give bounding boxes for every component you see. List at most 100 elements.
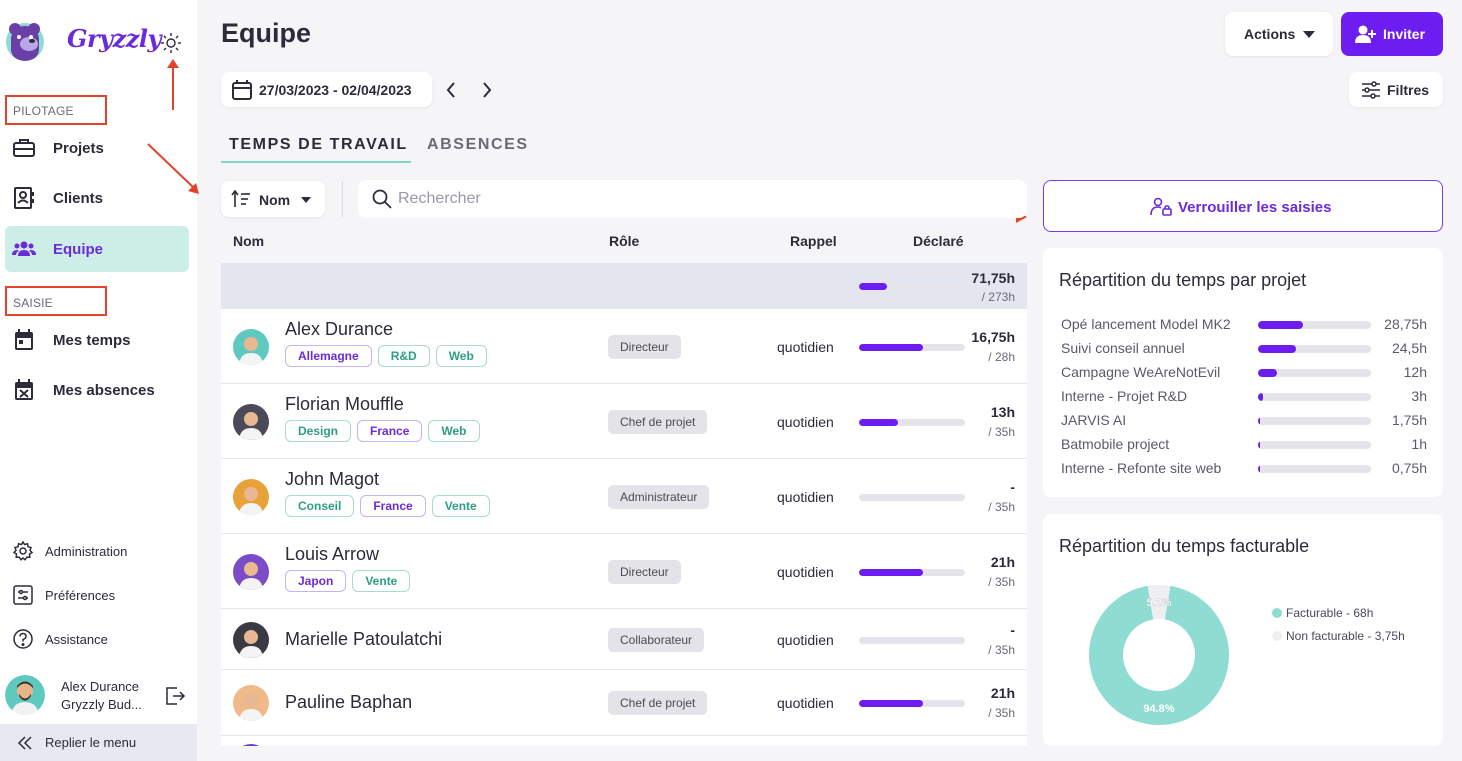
role-badge: Chef de projet [608,409,708,434]
sidebar-item-label: Mes absences [53,381,155,399]
total-expected: / 273h [981,290,1015,304]
bear-logo-icon[interactable] [5,20,45,62]
tag[interactable]: Allemagne [285,345,372,367]
project-name: Opé lancement Model MK2 [1061,316,1231,332]
sidebar-item-mes-temps[interactable]: Mes temps [5,317,189,363]
lock-entries-button[interactable]: Verrouiller les saisies [1043,180,1443,232]
table-row[interactable]: Florian Mouffle Design France Web Chef de pr… [221,384,1027,459]
progress-fill [1258,393,1263,401]
project-row: JARVIS AI 1,75h [1061,412,1427,430]
collapse-menu-button[interactable]: Replier le menu [0,724,197,761]
declared-hours: - [1010,621,1015,638]
chevron-down-icon [1303,31,1315,38]
sidebar-item-mes-absences[interactable]: Mes absences [5,367,189,413]
projects-card: Répartition du temps par projet Opé lanc… [1043,248,1443,497]
sidebar-item-equipe[interactable]: Equipe [5,226,189,272]
tab-absences[interactable]: ABSENCES [427,136,529,153]
person-name[interactable]: John Magot [285,469,380,489]
reminder-frequency[interactable]: quotidien [777,338,834,355]
project-row: Campagne WeAreNotEvil 12h [1061,364,1427,382]
role-badge: Chef de projet [608,691,708,715]
actions-button[interactable]: Actions [1225,12,1333,56]
progress-fill [1258,345,1297,353]
column-header-role[interactable]: Rôle [609,233,640,249]
annotation-box-pilotage [5,95,107,125]
person-name[interactable]: Pauline Baphan [285,692,413,712]
tag[interactable]: Conseil [285,495,355,517]
annotation-arrow-diagonal [147,143,199,194]
tag[interactable]: France [357,420,423,442]
billable-donut-chart: 5.2% 94.8% [1089,585,1229,725]
person-name[interactable]: Florian Mouffle [285,394,404,414]
project-progress-bar [1258,345,1371,353]
user-profile[interactable]: Alex Durance Gryzzly Bud... [5,675,195,717]
project-name: Batmobile project [1061,436,1170,452]
logout-icon[interactable] [163,684,187,708]
reminder-frequency[interactable]: quotidien [777,413,834,430]
role-badge: Administrateur [608,484,710,509]
reminder-frequency[interactable]: quotidien [777,631,834,648]
tag[interactable]: Japon [285,570,347,592]
declared-hours: - [1010,478,1015,495]
sidebar-item-projets[interactable]: Projets [5,125,189,171]
sidebar-item-label: Administration [45,543,128,559]
expected-hours: / 35h [988,574,1015,589]
logo-row: Gryzzly [5,20,195,64]
pie-slice-facturable[interactable] [1089,585,1229,725]
divider [342,181,343,217]
tag[interactable]: Design [285,420,352,442]
reminder-frequency[interactable]: quotidien [777,563,834,580]
sidebar-item-preferences[interactable]: Préférences [12,583,115,607]
pie-slice-non-facturable[interactable] [1147,585,1171,620]
avatar [233,744,269,746]
sidebar-item-administration[interactable]: Administration [12,539,127,563]
tag[interactable]: Vente [352,570,411,592]
search-box[interactable] [358,180,1027,218]
project-progress-bar [1258,393,1371,401]
sort-button[interactable]: Nom [221,181,325,217]
tag[interactable]: France [360,495,426,517]
chevron-left-icon[interactable] [443,80,459,100]
filters-button[interactable]: Filtres [1349,72,1443,107]
tab-temps-de-travail[interactable]: TEMPS DE TRAVAIL [229,136,408,153]
project-row: Suivi conseil annuel 24,5h [1061,340,1427,358]
progress-fill [1258,369,1278,377]
progress-fill [859,343,923,351]
chevron-right-icon[interactable] [479,80,495,100]
chevrons-left-icon [17,736,32,750]
annotation-box-saisie [5,286,107,316]
progress-fill [859,418,899,426]
tag[interactable]: Vente [431,495,490,517]
tag[interactable]: Web [428,420,480,442]
column-header-nom[interactable]: Nom [233,233,265,249]
sort-label: Nom [259,192,291,208]
progress-fill [1258,417,1261,425]
date-range-picker[interactable]: 27/03/2023 - 02/04/2023 [221,72,432,107]
column-header-rappel[interactable]: Rappel [790,233,837,249]
sidebar-item-assistance[interactable]: Assistance [12,627,108,651]
person-name[interactable]: Louis Arrow [285,544,380,564]
sidebar-item-clients[interactable]: Clients [5,175,189,221]
table-row[interactable]: Alex Durance Allemagne R&D Web Directeur quot… [221,309,1027,384]
table-row[interactable]: John Magot Conseil France Vente Administrate… [221,459,1027,534]
search-input[interactable] [398,189,998,209]
project-progress-bar [1258,369,1371,377]
reminder-frequency[interactable]: quotidien [777,695,834,711]
invite-button[interactable]: Inviter [1341,12,1443,56]
table-row[interactable]: Pauline Baphan Chef de projet quotidien 21h… [221,670,1027,736]
total-declared: 71,75h [971,270,1015,286]
project-progress-bar [1258,417,1371,425]
table-row[interactable]: Louis Arrow Japon Vente Directeur quotidien 2… [221,534,1027,609]
progress-fill [1258,465,1261,473]
theme-toggle-icon[interactable] [160,32,182,54]
legend-item-facturable: Facturable - 68h [1272,606,1373,620]
reminder-frequency[interactable]: quotidien [777,488,834,505]
tag[interactable]: Web [435,345,487,367]
lock-entries-label: Verrouiller les saisies [1178,199,1332,216]
table-row[interactable]: Marielle Patoulatchi Collaborateur quotidi… [221,609,1027,670]
user-name: Alex Durance [61,679,140,694]
tag[interactable]: R&D [377,345,430,367]
person-name[interactable]: Alex Durance [285,319,394,339]
column-header-declare[interactable]: Déclaré [913,233,964,249]
person-name[interactable]: Marielle Patoulatchi [285,628,443,649]
